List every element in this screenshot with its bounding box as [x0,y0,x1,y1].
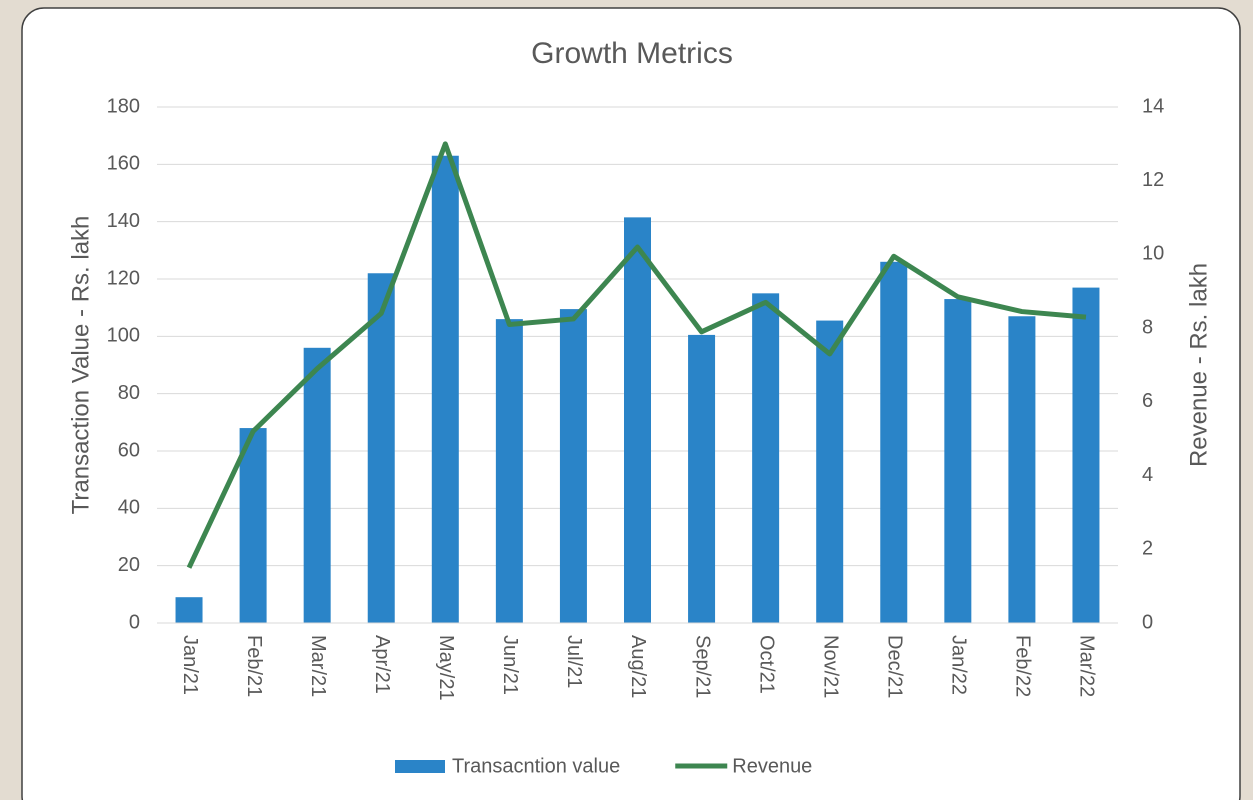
x-tick-label: Sep/21 [691,635,713,698]
bar [1008,316,1036,623]
y2-tick-label: 4 [1142,464,1153,486]
bar [816,320,844,623]
x-tick-label: May/21 [435,635,457,701]
bar [367,273,395,623]
x-tick-label: Mar/22 [1076,635,1098,697]
y-tick-label: 100 [107,325,140,347]
x-tick-label: Apr/21 [371,635,393,694]
x-tick-label: Dec/21 [883,635,905,698]
x-tick-label: Mar/21 [307,635,329,697]
y-tick-label: 140 [107,210,140,232]
y2-tick-label: 12 [1142,169,1164,191]
x-tick-label: Feb/22 [1012,635,1034,697]
bar [559,309,587,623]
x-tick-label: Feb/21 [243,635,265,697]
x-tick-label: Oct/21 [755,635,777,694]
bar [1072,287,1100,623]
bar [175,597,203,623]
x-tick-label: Aug/21 [627,635,649,698]
bar [688,334,716,623]
bar [624,217,651,623]
x-tick-label: Jun/21 [499,635,521,695]
bar [239,428,267,623]
x-tick-label: Nov/21 [819,635,841,698]
y-tick-label: 60 [118,439,140,461]
line [186,141,1087,569]
chart-title: Growth Metrics [531,37,733,70]
y2-tick-label: 2 [1142,538,1153,560]
bar [431,155,459,623]
y2-tick-label: 6 [1142,390,1153,412]
legend-label: Transacntion value [452,755,620,777]
y2-tick-label: 8 [1142,316,1153,338]
bar [752,293,780,623]
y-tick-label: 40 [118,497,140,519]
y-tick-label: 160 [107,153,140,175]
legend-swatch [395,760,445,773]
bar [944,299,972,623]
y-tick-label: 20 [118,554,140,576]
y-tick-label: 120 [107,267,140,289]
bar [303,347,331,623]
x-tick-label: Jan/21 [179,635,201,695]
y-axis-title: Transaction Value - Rs. lakh [67,216,94,515]
y-tick-label: 80 [118,382,140,404]
y-tick-label: 0 [129,611,140,633]
legend-label: Revenue [732,755,812,777]
y2-axis-title: Revenue - Rs. lakh [1185,263,1212,467]
bar [495,319,523,623]
y-tick-label: 180 [107,95,140,117]
y2-tick-label: 14 [1142,95,1164,117]
bar [880,261,908,623]
x-tick-label: Jul/21 [563,635,585,688]
y2-tick-label: 0 [1142,611,1153,633]
x-tick-label: Jan/22 [948,635,970,695]
y2-tick-label: 10 [1142,243,1164,265]
